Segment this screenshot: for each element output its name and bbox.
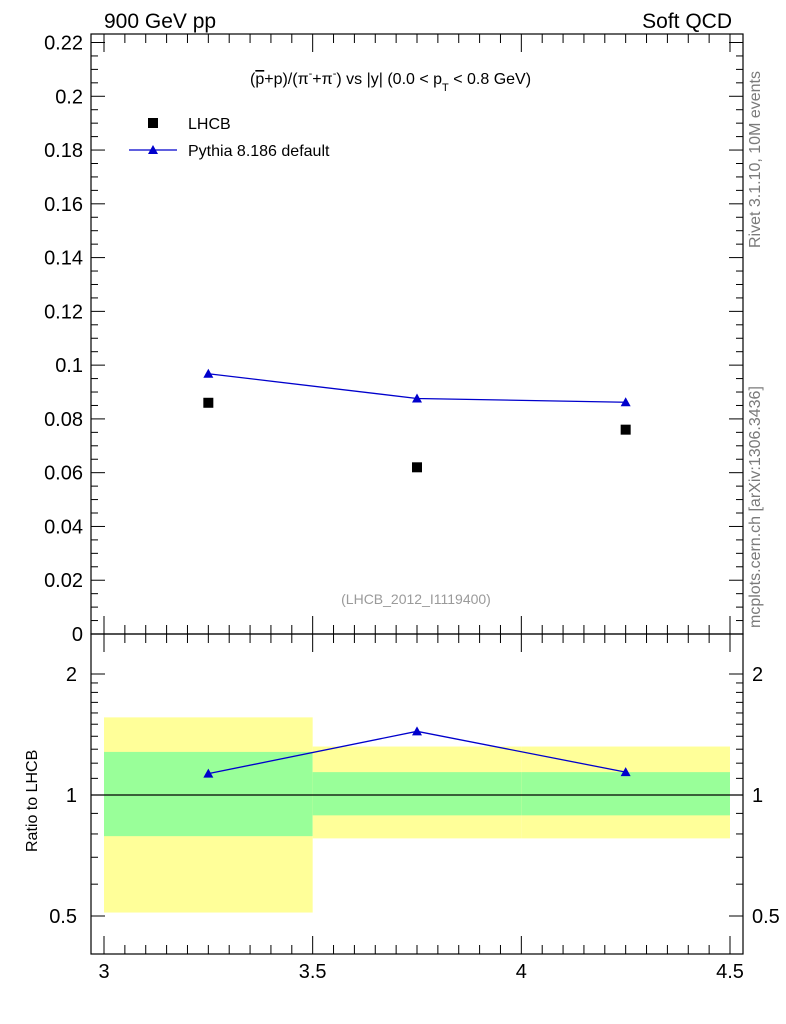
- main-y-tick-label: 0.18: [44, 140, 83, 162]
- ratio-y-tick-label-right: 1: [752, 785, 763, 807]
- ratio-panel: 0.5 0.5 1 1 2 2 3 3.5 4 4.5 Ratio to LHCB: [24, 633, 780, 983]
- source-url-label: mcplots.cern.ch [arXiv:1306.3436]: [747, 386, 764, 628]
- header-right: Soft QCD: [642, 10, 732, 33]
- main-y-tick-label: 0.16: [44, 194, 83, 216]
- lhcb-point: [412, 462, 422, 473]
- ratio-y-tick-label-left: 2: [66, 664, 77, 686]
- main-y-tick-label: 0.22: [44, 33, 83, 55]
- main-y-tick-label: 0.2: [55, 86, 83, 108]
- main-series-layer: [203, 368, 631, 473]
- x-tick-label: 4: [516, 961, 527, 983]
- uncertainty-band-green: [521, 772, 730, 816]
- main-y-tick-label: 0.06: [44, 463, 83, 485]
- analysis-reference: (LHCB_2012_I1119400): [341, 591, 491, 607]
- legend: LHCB Pythia 8.186 default: [129, 116, 330, 160]
- uncertainty-band-green: [312, 772, 522, 816]
- ratio-y-tick-labels: 0.5 0.5 1 1 2 2: [49, 664, 780, 928]
- legend-marker-lhcb: [148, 118, 158, 128]
- main-y-tick-label: 0.04: [44, 516, 83, 538]
- main-y-tick-label: 0.08: [44, 409, 83, 431]
- ratio-bands: [104, 717, 730, 913]
- pythia-point: [620, 397, 631, 407]
- x-tick-labels: 3 3.5 4 4.5: [98, 961, 743, 983]
- lhcb-point: [203, 397, 214, 408]
- header-left: 900 GeV pp: [104, 10, 216, 33]
- x-tick-label: 3.5: [299, 961, 327, 983]
- legend-label-pythia: Pythia 8.186 default: [188, 143, 330, 160]
- ratio-pythia-point: [620, 767, 631, 777]
- ratio-series-layer: [203, 726, 631, 778]
- x-tick-label: 3: [98, 961, 109, 983]
- main-panel: 0 0.02 0.04 0.06 0.08 0.1 0.12 0.14 0.16 0.18 0.2 0…: [44, 33, 744, 647]
- ratio-y-tick-label-right: 2: [752, 664, 763, 686]
- lhcb-point: [620, 424, 631, 435]
- main-y-tick-label: 0.14: [44, 248, 83, 270]
- ratio-pythia-point: [412, 726, 422, 736]
- ratio-pythia-point: [203, 768, 214, 778]
- plot-title: (p+p)/(π-+π-) vs |y| (0.0 < pT < 0.8 GeV…: [250, 68, 531, 94]
- main-y-tick-label: 0.02: [44, 570, 83, 592]
- main-y-tick-labels: 0 0.02 0.04 0.06 0.08 0.1 0.12 0.14 0.16 0.18 0.2 0…: [44, 33, 83, 647]
- ratio-y-tick-label-left: 0.5: [49, 906, 77, 928]
- rivet-label: Rivet 3.1.10, 10M events: [747, 71, 764, 248]
- main-y-tick-label: 0.12: [44, 301, 83, 323]
- legend-label-lhcb: LHCB: [188, 116, 231, 133]
- pythia-point: [203, 368, 214, 378]
- ratio-y-tick-label-left: 1: [66, 785, 77, 807]
- ratio-y-tick-label-right: 0.5: [752, 906, 780, 928]
- main-y-tick-label: 0: [72, 624, 83, 646]
- pythia-point: [412, 393, 422, 403]
- x-tick-label: 4.5: [716, 961, 744, 983]
- main-y-tick-label: 0.1: [55, 355, 83, 377]
- ratio-axes: [90, 633, 744, 955]
- legend-marker-pythia: [148, 145, 158, 154]
- uncertainty-band-green: [104, 751, 313, 837]
- ratio-y-axis-label: Ratio to LHCB: [24, 750, 41, 852]
